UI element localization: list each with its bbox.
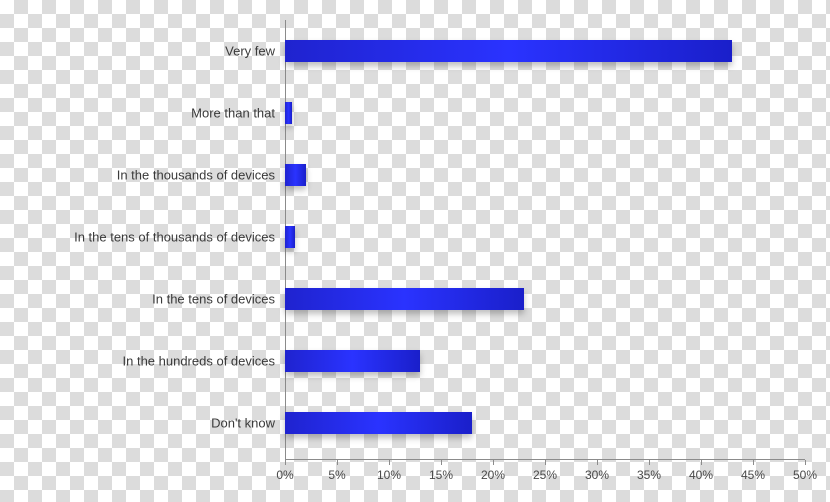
- x-tick-label: 50%: [793, 468, 817, 482]
- x-tick-label: 5%: [328, 468, 345, 482]
- bar: [285, 226, 295, 248]
- chart-container: 0%5%10%15%20%25%30%35%40%45%50%Very fewM…: [0, 0, 830, 502]
- bar-row: In the thousands of devices: [285, 144, 805, 206]
- category-label: In the tens of thousands of devices: [74, 230, 275, 245]
- x-tick-label: 10%: [377, 468, 401, 482]
- x-tick-label: 20%: [481, 468, 505, 482]
- bar-row: Don't know: [285, 392, 805, 454]
- category-label: Very few: [225, 44, 275, 59]
- x-tick: [805, 460, 806, 465]
- x-tick-label: 40%: [689, 468, 713, 482]
- bar: [285, 350, 420, 372]
- bar-row: More than that: [285, 82, 805, 144]
- x-tick-label: 35%: [637, 468, 661, 482]
- x-tick: [389, 460, 390, 465]
- bar-row: In the tens of thousands of devices: [285, 206, 805, 268]
- category-label: Don't know: [211, 416, 275, 431]
- bar-row: In the tens of devices: [285, 268, 805, 330]
- bar-row: In the hundreds of devices: [285, 330, 805, 392]
- x-tick-label: 15%: [429, 468, 453, 482]
- bar: [285, 102, 292, 124]
- x-tick: [701, 460, 702, 465]
- x-tick: [493, 460, 494, 465]
- x-tick: [441, 460, 442, 465]
- x-tick: [649, 460, 650, 465]
- x-tick-label: 0%: [276, 468, 293, 482]
- category-label: In the thousands of devices: [117, 168, 275, 183]
- category-label: In the hundreds of devices: [123, 354, 276, 369]
- x-tick: [545, 460, 546, 465]
- x-tick-label: 25%: [533, 468, 557, 482]
- x-tick: [753, 460, 754, 465]
- bar-row: Very few: [285, 20, 805, 82]
- category-label: In the tens of devices: [152, 292, 275, 307]
- x-tick: [285, 460, 286, 465]
- x-tick-label: 45%: [741, 468, 765, 482]
- bar: [285, 288, 524, 310]
- x-tick: [337, 460, 338, 465]
- x-tick: [597, 460, 598, 465]
- bar: [285, 412, 472, 434]
- plot-area: 0%5%10%15%20%25%30%35%40%45%50%Very fewM…: [285, 20, 805, 460]
- bar: [285, 40, 732, 62]
- category-label: More than that: [191, 106, 275, 121]
- x-tick-label: 30%: [585, 468, 609, 482]
- bar: [285, 164, 306, 186]
